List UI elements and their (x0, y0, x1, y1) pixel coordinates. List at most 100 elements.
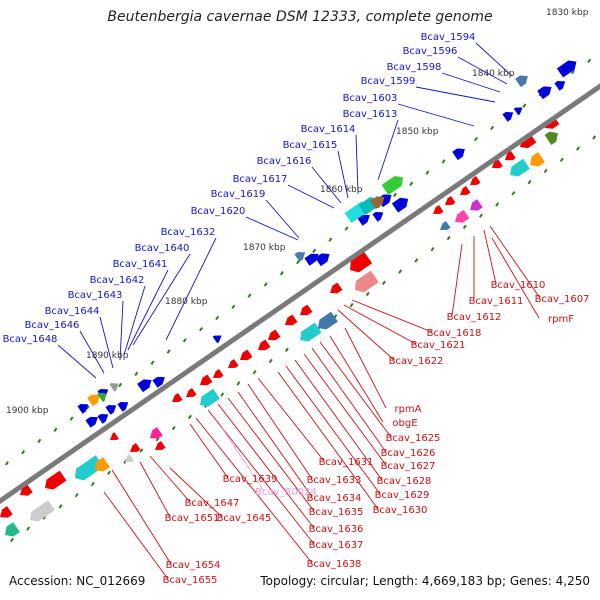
reverse-gene-label[interactable]: rpmF (548, 314, 574, 325)
reverse-gene-label[interactable]: Bcav_1645 (217, 513, 272, 524)
ruler-tick (171, 425, 176, 431)
forward-gene-label[interactable]: Bcav_1598 (387, 62, 442, 73)
reverse-gene-label[interactable]: Bcav_1654 (166, 560, 221, 571)
reverse-gene-label[interactable]: Bcav_1629 (375, 490, 430, 501)
reverse-gene-label[interactable]: Bcav_1625 (386, 433, 441, 444)
colored-gene-block (109, 383, 119, 392)
ruler-tick (328, 237, 333, 242)
ruler-tick (118, 382, 123, 388)
reverse-gene-label[interactable]: Bcav_1611 (469, 296, 524, 307)
reverse-leader-line (277, 371, 379, 510)
colored-gene-block (95, 457, 110, 472)
forward-gene-glyph (77, 404, 89, 414)
forward-gene-label[interactable]: Bcav_1641 (113, 259, 168, 270)
reverse-gene-label[interactable]: rpmA (394, 404, 421, 415)
reverse-gene-label[interactable]: Bcav_1621 (411, 340, 466, 351)
ruler-tick (559, 157, 564, 162)
forward-gene-label[interactable]: Bcav_1643 (68, 290, 123, 301)
forward-gene-label[interactable]: Bcav_1603 (343, 93, 398, 104)
forward-gene-glyph (537, 86, 552, 100)
forward-gene-label[interactable]: Bcav_1620 (191, 206, 246, 217)
colored-gene-block (510, 158, 530, 177)
forward-gene-glyph (372, 212, 384, 222)
reverse-gene-label[interactable]: Bcav_1639 (223, 474, 278, 485)
forward-leader-line (265, 199, 300, 239)
reverse-leader-line (303, 353, 387, 466)
reverse-gene-glyph (228, 359, 239, 368)
reverse-gene-label[interactable]: Bcav_1618 (427, 328, 482, 339)
reverse-gene-label[interactable]: Bcav_1634 (307, 493, 362, 504)
reverse-leader-line (489, 225, 541, 299)
reverse-gene-label[interactable]: Bcav_1633 (307, 475, 362, 486)
reverse-gene-glyph (460, 186, 471, 195)
reverse-gene-label[interactable]: obgE (392, 418, 417, 429)
rna-gene-label[interactable]: Bcav_R0024 (255, 487, 317, 498)
forward-gene-label[interactable]: Bcav_1613 (343, 109, 398, 120)
reverse-leader-line (103, 491, 169, 580)
reverse-gene-label[interactable]: Bcav_1627 (381, 461, 436, 472)
kbp-tick-label: 1890 kbp (86, 351, 129, 361)
ruler-tick (430, 247, 435, 252)
reverse-gene-label[interactable]: Bcav_1622 (389, 356, 444, 367)
ruler-tick (312, 248, 317, 254)
forward-gene-label[interactable]: Bcav_1617 (233, 174, 288, 185)
reverse-leader-line (207, 409, 315, 545)
reverse-gene-label[interactable]: Bcav_1612 (447, 312, 502, 323)
ruler-tick (490, 125, 495, 131)
reverse-gene-label[interactable]: Bcav_1638 (307, 559, 362, 570)
reverse-gene-label[interactable]: Bcav_1655 (163, 575, 218, 586)
reverse-gene-glyph (213, 369, 224, 378)
colored-gene-block (440, 221, 451, 230)
reverse-leader-line (344, 327, 387, 409)
forward-gene-label[interactable]: Bcav_1642 (90, 275, 145, 286)
reverse-gene-label[interactable]: Bcav_1626 (381, 448, 436, 459)
kbp-tick-label: 1830 kbp (546, 8, 589, 18)
forward-gene-glyph (304, 253, 319, 266)
forward-gene-label[interactable]: Bcav_1632 (161, 227, 216, 238)
reverse-gene-label[interactable]: Bcav_1637 (309, 540, 364, 551)
leader-layer (57, 42, 541, 580)
colored-gene-block (300, 322, 322, 342)
forward-leader-line (132, 253, 191, 346)
forward-gene-label[interactable]: Bcav_1615 (283, 140, 338, 151)
forward-gene-glyph (452, 148, 465, 161)
ruler-tick (199, 326, 203, 332)
reverse-gene-glyph (268, 329, 281, 341)
forward-gene-label[interactable]: Bcav_1646 (25, 320, 80, 331)
forward-gene-label[interactable]: Bcav_1616 (257, 156, 312, 167)
ruler-tick (414, 258, 419, 263)
ruler-tick (473, 136, 478, 142)
colored-gene-block (75, 455, 104, 481)
forward-leader-line (99, 316, 114, 369)
forward-gene-label[interactable]: Bcav_1644 (45, 306, 100, 317)
forward-gene-label[interactable]: Bcav_1594 (421, 32, 476, 43)
forward-leader-line (119, 300, 124, 361)
forward-leader-line (355, 134, 359, 193)
reverse-gene-label[interactable]: Bcav_1628 (377, 476, 432, 487)
forward-gene-label[interactable]: Bcav_1599 (361, 76, 416, 87)
reverse-gene-label[interactable]: Bcav_1610 (491, 280, 546, 291)
forward-gene-glyph (137, 379, 152, 393)
reverse-gene-label[interactable]: Bcav_1636 (309, 524, 364, 535)
reverse-gene-label[interactable]: Bcav_1647 (185, 498, 240, 509)
forward-leader-line (377, 119, 399, 181)
ruler-tick (263, 282, 268, 287)
reverse-gene-label[interactable]: Bcav_1631 (319, 457, 374, 468)
forward-gene-label[interactable]: Bcav_1648 (3, 334, 58, 345)
forward-gene-label[interactable]: Bcav_1619 (211, 189, 266, 200)
forward-gene-label[interactable]: Bcav_1640 (135, 243, 190, 254)
reverse-gene-label[interactable]: Bcav_1630 (373, 505, 428, 516)
reverse-leader-line (237, 391, 313, 498)
ruler-tick (134, 371, 139, 377)
reverse-gene-glyph (300, 304, 313, 316)
forward-gene-label[interactable]: Bcav_1614 (301, 124, 356, 135)
colored-gene-block (381, 175, 404, 195)
reverse-gene-label[interactable]: Bcav_1635 (309, 507, 364, 518)
reverse-gene-label[interactable]: Bcav_1607 (535, 294, 590, 305)
reverse-gene-label[interactable]: Bcav_1651 (165, 513, 220, 524)
reverse-leader-line (149, 455, 191, 503)
ruler-tick (74, 492, 79, 498)
kbp-tick-label: 1880 kbp (165, 297, 208, 307)
ruler-tick (268, 358, 273, 364)
forward-gene-label[interactable]: Bcav_1596 (403, 46, 458, 57)
